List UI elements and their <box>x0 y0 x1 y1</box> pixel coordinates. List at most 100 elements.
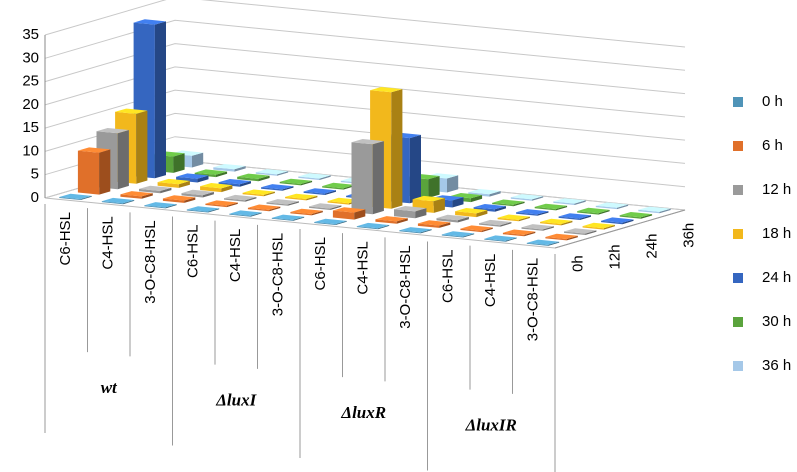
bar-front <box>279 181 301 186</box>
bar-top <box>356 222 390 229</box>
bar <box>516 209 549 216</box>
y-tick-label: 35 <box>22 26 39 43</box>
bar-front <box>77 150 100 195</box>
bar-top <box>266 199 299 205</box>
grid-line <box>44 89 686 141</box>
bar-side <box>428 176 440 198</box>
grid-line <box>44 19 686 71</box>
bar-front <box>144 205 166 209</box>
bar <box>497 214 530 222</box>
bar-top <box>484 235 517 241</box>
bar <box>200 183 233 193</box>
bar-side <box>574 200 586 205</box>
bar-front <box>417 223 440 228</box>
bar-front <box>468 192 490 197</box>
y-tick-label: 30 <box>22 49 39 66</box>
group-label: ΔluxIR <box>465 416 517 435</box>
bar <box>139 185 172 194</box>
bar-side <box>160 187 172 194</box>
bar-side <box>154 21 166 179</box>
bar-side <box>293 216 305 221</box>
bar <box>564 228 597 235</box>
bar <box>101 197 135 205</box>
bar-front <box>484 238 506 242</box>
legend-label: 30 h <box>762 313 791 330</box>
bar-top <box>261 184 294 190</box>
bar <box>303 188 336 195</box>
bar-side <box>617 204 629 210</box>
bar-top <box>473 204 506 210</box>
bar-top <box>577 207 610 214</box>
bar-top <box>162 195 196 201</box>
x-tick-label: C6-HSL <box>57 212 74 265</box>
bar-front <box>205 203 227 208</box>
bar-front <box>327 201 349 205</box>
bar-front <box>516 212 538 216</box>
bar-front <box>540 221 562 226</box>
bar-top <box>120 191 153 197</box>
bar-front <box>577 211 599 215</box>
bar-side <box>420 229 432 234</box>
legend-label: 36 h <box>762 357 791 374</box>
bar <box>247 204 281 212</box>
bar-top <box>194 169 228 175</box>
bar <box>285 193 318 201</box>
x-tick-label: C4-HSL <box>355 241 372 294</box>
bar-side <box>239 181 251 187</box>
bar-front <box>502 232 525 237</box>
bar-side <box>141 193 153 199</box>
bar-front <box>553 201 575 205</box>
bar-front <box>59 197 81 200</box>
bar-front <box>194 172 216 178</box>
bar-top <box>59 193 92 200</box>
bar-side <box>409 134 421 204</box>
bar-front <box>242 192 264 197</box>
bar-front <box>157 182 179 188</box>
bar-top <box>502 229 536 235</box>
bar-side <box>319 175 331 180</box>
bar-side <box>263 191 275 197</box>
bar <box>540 218 573 226</box>
bar-side <box>433 198 445 213</box>
legend-label: 12 h <box>762 181 791 198</box>
bar-front <box>261 187 283 191</box>
bar-front <box>322 186 344 190</box>
bar <box>181 189 214 198</box>
bar-front <box>213 167 235 172</box>
bar-front <box>314 222 336 225</box>
bar-top <box>218 179 251 185</box>
bar-top <box>521 224 554 230</box>
bar-top <box>601 217 634 223</box>
bar-side <box>585 230 597 235</box>
bar-front <box>545 237 567 241</box>
bar-side <box>500 222 512 227</box>
bar-front <box>186 209 209 213</box>
bar-top <box>394 206 427 212</box>
bar-top <box>255 169 289 175</box>
bar <box>224 194 257 202</box>
bar <box>205 200 238 208</box>
legend-swatch <box>733 141 743 151</box>
bar <box>298 173 331 180</box>
bar <box>638 206 671 214</box>
bar-side <box>476 210 488 218</box>
bar-front <box>237 176 259 182</box>
bar <box>582 222 615 230</box>
bar-top <box>247 204 281 210</box>
bar-side <box>566 235 578 241</box>
bar-side <box>447 175 459 193</box>
bar-front <box>436 218 458 223</box>
bar-side <box>598 209 610 215</box>
bar-top <box>176 173 209 179</box>
bar-top <box>186 206 220 212</box>
bar <box>266 199 299 206</box>
bar-side <box>439 222 451 228</box>
bar-top <box>139 185 172 191</box>
bar <box>120 191 153 199</box>
y-tick-label: 20 <box>22 96 39 113</box>
bar <box>77 147 111 195</box>
y-tick-label: 5 <box>31 166 39 183</box>
bar-top <box>237 173 270 179</box>
bar-top <box>285 193 318 199</box>
x-tick-label: C6-HSL <box>312 237 329 290</box>
